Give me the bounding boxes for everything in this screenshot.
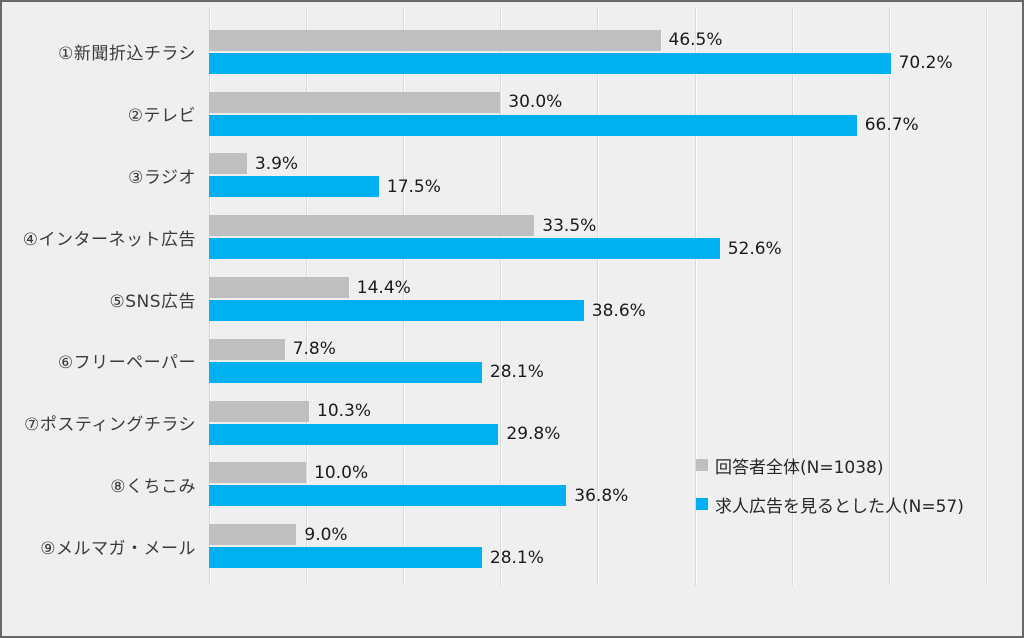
gridline-70pct bbox=[888, 8, 891, 586]
legend-label-job-ad-viewers: 求人広告を見るとした人(N=57) bbox=[715, 496, 964, 517]
gridline-60pct bbox=[791, 8, 794, 586]
bar-value-all-respondents: 10.3% bbox=[317, 401, 372, 422]
bar-value-job-ad-viewers: 38.6% bbox=[591, 300, 646, 321]
bar-value-job-ad-viewers: 17.5% bbox=[386, 176, 441, 197]
bar-value-all-respondents: 14.4% bbox=[356, 277, 411, 298]
category-label: ②テレビ bbox=[127, 106, 196, 127]
bar-all-respondents bbox=[209, 91, 501, 113]
bar-value-job-ad-viewers: 36.8% bbox=[574, 485, 629, 506]
category-row: ⑧くちこみ 10.0% 36.8% bbox=[2, 454, 1022, 516]
bar-line-all-respondents: 3.9% bbox=[209, 153, 1022, 175]
bar-line-job-ad-viewers: 70.2% bbox=[209, 52, 1022, 74]
category-label: ①新聞折込チラシ bbox=[58, 44, 196, 65]
bar-job-ad-viewers bbox=[209, 485, 567, 507]
bar-line-job-ad-viewers: 38.6% bbox=[209, 300, 1022, 322]
category-bars: 9.0% 28.1% bbox=[209, 524, 1022, 569]
gridline-50pct bbox=[694, 8, 697, 586]
bar-value-job-ad-viewers: 70.2% bbox=[898, 53, 953, 74]
bar-line-job-ad-viewers: 28.1% bbox=[209, 547, 1022, 569]
bar-line-all-respondents: 30.0% bbox=[209, 91, 1022, 113]
bar-job-ad-viewers bbox=[209, 238, 720, 260]
category-label: ③ラジオ bbox=[128, 167, 196, 188]
bar-value-all-respondents: 9.0% bbox=[304, 524, 348, 545]
bar-line-all-respondents: 10.3% bbox=[209, 400, 1022, 422]
bar-all-respondents bbox=[209, 338, 285, 360]
category-bars: 30.0% 66.7% bbox=[209, 91, 1022, 136]
bar-value-job-ad-viewers: 28.1% bbox=[489, 547, 544, 568]
category-row: ⑤SNS広告 14.4% 38.6% bbox=[2, 268, 1022, 330]
bar-value-all-respondents: 3.9% bbox=[254, 153, 299, 174]
category-row: ③ラジオ 3.9% 17.5% bbox=[2, 145, 1022, 207]
bar-line-job-ad-viewers: 28.1% bbox=[209, 361, 1022, 383]
bar-all-respondents bbox=[209, 524, 297, 546]
category-bars: 33.5% 52.6% bbox=[209, 215, 1022, 260]
bar-all-respondents bbox=[209, 277, 349, 299]
bar-all-respondents bbox=[209, 29, 661, 51]
gridline-40pct bbox=[597, 8, 600, 586]
category-row: ②テレビ 30.0% 66.7% bbox=[2, 83, 1022, 145]
bar-all-respondents bbox=[209, 215, 535, 237]
category-row: ①新聞折込チラシ 46.5% 70.2% bbox=[2, 21, 1022, 83]
bar-line-all-respondents: 9.0% bbox=[209, 524, 1022, 546]
bar-value-job-ad-viewers: 28.1% bbox=[489, 362, 544, 383]
bar-line-job-ad-viewers: 17.5% bbox=[209, 176, 1022, 198]
category-bars: 3.9% 17.5% bbox=[209, 153, 1022, 198]
bar-value-job-ad-viewers: 29.8% bbox=[506, 424, 561, 445]
legend-swatch-blue bbox=[696, 498, 708, 510]
category-label: ⑤SNS広告 bbox=[109, 291, 196, 312]
bar-all-respondents bbox=[209, 153, 247, 175]
bar-line-all-respondents: 14.4% bbox=[209, 277, 1022, 299]
legend-item-all-respondents: 回答者全体(N=1038) bbox=[696, 455, 964, 478]
category-label: ⑥フリーペーパー bbox=[57, 353, 196, 374]
category-row: ⑦ポスティングチラシ 10.3% 29.8% bbox=[2, 392, 1022, 454]
bar-line-job-ad-viewers: 29.8% bbox=[209, 423, 1022, 445]
category-bars: 46.5% 70.2% bbox=[209, 29, 1022, 74]
bar-job-ad-viewers bbox=[209, 176, 379, 198]
bar-value-all-respondents: 7.8% bbox=[292, 339, 336, 360]
bar-line-all-respondents: 33.5% bbox=[209, 215, 1022, 237]
bar-job-ad-viewers bbox=[209, 52, 891, 74]
bar-job-ad-viewers bbox=[209, 547, 482, 569]
category-bars: 14.4% 38.6% bbox=[209, 277, 1022, 322]
bar-value-job-ad-viewers: 52.6% bbox=[727, 238, 782, 259]
category-bars: 7.8% 28.1% bbox=[209, 338, 1022, 383]
bar-value-all-respondents: 30.0% bbox=[508, 92, 563, 113]
bar-line-all-respondents: 46.5% bbox=[209, 29, 1022, 51]
bar-job-ad-viewers bbox=[209, 114, 857, 136]
bar-job-ad-viewers bbox=[209, 361, 482, 383]
bar-all-respondents bbox=[209, 462, 307, 484]
legend-swatch-gray bbox=[696, 459, 708, 471]
rows: ①新聞折込チラシ 46.5% 70.2% ②テレビ 30.0% 66.7% bbox=[2, 21, 1022, 577]
bar-line-job-ad-viewers: 36.8% bbox=[209, 485, 1022, 507]
gridline-30pct bbox=[500, 8, 503, 586]
gridline-80pct bbox=[985, 8, 988, 586]
category-label: ⑨メルマガ・メール bbox=[40, 538, 196, 559]
category-bars: 10.3% 29.8% bbox=[209, 400, 1022, 445]
category-row: ④インターネット広告 33.5% 52.6% bbox=[2, 206, 1022, 268]
bar-value-all-respondents: 46.5% bbox=[668, 30, 723, 51]
bar-job-ad-viewers bbox=[209, 300, 584, 322]
bar-value-all-respondents: 10.0% bbox=[314, 462, 369, 483]
legend-item-job-ad-viewers: 求人広告を見るとした人(N=57) bbox=[696, 494, 964, 517]
bar-line-job-ad-viewers: 66.7% bbox=[209, 114, 1022, 136]
legend-label-all-respondents: 回答者全体(N=1038) bbox=[715, 457, 884, 478]
bar-value-all-respondents: 33.5% bbox=[542, 215, 597, 236]
category-label: ⑧くちこみ bbox=[110, 476, 196, 497]
bar-all-respondents bbox=[209, 400, 309, 422]
category-row: ⑥フリーペーパー 7.8% 28.1% bbox=[2, 330, 1022, 392]
bar-value-job-ad-viewers: 66.7% bbox=[864, 115, 919, 136]
gridline-20pct bbox=[403, 8, 406, 586]
category-label: ⑦ポスティングチラシ bbox=[24, 415, 196, 436]
legend: 回答者全体(N=1038) 求人広告を見るとした人(N=57) bbox=[696, 455, 964, 533]
bar-line-job-ad-viewers: 52.6% bbox=[209, 238, 1022, 260]
bar-job-ad-viewers bbox=[209, 423, 499, 445]
category-label: ④インターネット広告 bbox=[22, 229, 196, 250]
bar-line-all-respondents: 7.8% bbox=[209, 338, 1022, 360]
bar-line-all-respondents: 10.0% bbox=[209, 462, 1022, 484]
category-row: ⑨メルマガ・メール 9.0% 28.1% bbox=[2, 515, 1022, 577]
category-bars: 10.0% 36.8% bbox=[209, 462, 1022, 507]
